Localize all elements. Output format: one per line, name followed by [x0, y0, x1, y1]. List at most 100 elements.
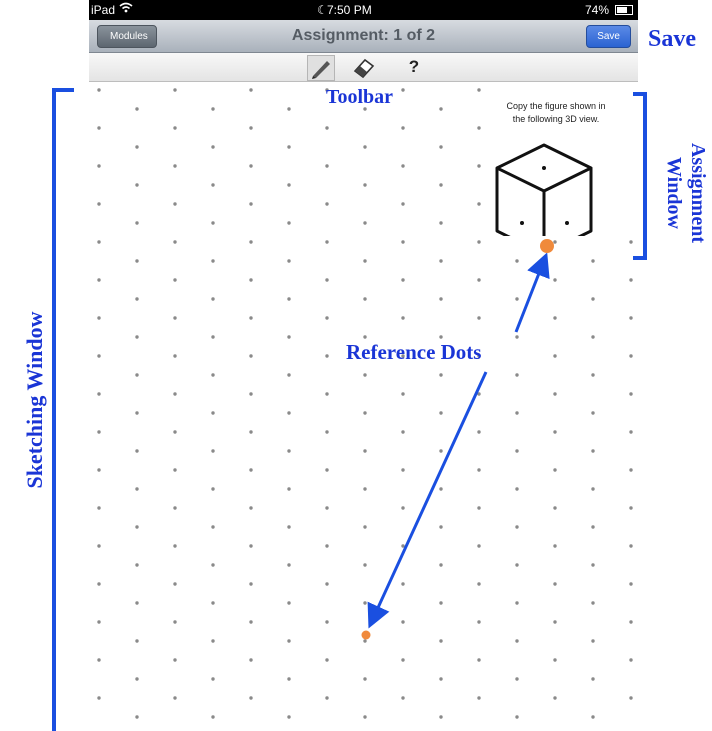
- reference-dot: [325, 354, 329, 358]
- reference-dot: [287, 297, 291, 301]
- reference-dot: [477, 696, 481, 700]
- reference-dot: [211, 449, 215, 453]
- assignment-prompt: Copy the figure shown in the following 3…: [485, 100, 627, 126]
- reference-dot: [211, 563, 215, 567]
- reference-dot: [439, 563, 443, 567]
- reference-dot: [591, 563, 595, 567]
- reference-dot: [97, 278, 101, 282]
- reference-dot: [173, 392, 177, 396]
- reference-dot: [515, 715, 519, 719]
- reference-dot: [211, 601, 215, 605]
- reference-dot: [97, 392, 101, 396]
- moon-icon: ☾: [317, 3, 328, 17]
- reference-dot: [287, 677, 291, 681]
- drawing-toolbar: ?: [89, 53, 638, 82]
- reference-dot: [325, 620, 329, 624]
- reference-dot: [173, 696, 177, 700]
- reference-dot: [591, 677, 595, 681]
- reference-dot: [135, 601, 139, 605]
- help-icon[interactable]: ?: [408, 57, 420, 76]
- reference-dot: [287, 145, 291, 149]
- reference-dot: [363, 601, 367, 605]
- reference-dot: [515, 525, 519, 529]
- reference-dot: [287, 449, 291, 453]
- save-button[interactable]: Save: [586, 25, 631, 48]
- reference-dot: [97, 620, 101, 624]
- reference-dot: [249, 696, 253, 700]
- reference-dot: [401, 620, 405, 624]
- cube-figure: [495, 143, 593, 256]
- reference-dot: [553, 316, 557, 320]
- assignment-window-bracket: [633, 92, 647, 260]
- reference-dot: [629, 468, 633, 472]
- sketching-window-bracket: [52, 88, 74, 731]
- reference-dot: [249, 620, 253, 624]
- reference-dot: [553, 430, 557, 434]
- reference-dot: [173, 316, 177, 320]
- reference-dot-grid[interactable]: [89, 82, 638, 727]
- reference-dot: [325, 392, 329, 396]
- reference-dot: [401, 582, 405, 586]
- reference-dot: [629, 240, 633, 244]
- reference-dot: [629, 278, 633, 282]
- reference-dot: [477, 620, 481, 624]
- reference-dot: [401, 164, 405, 168]
- reference-dot: [553, 240, 557, 244]
- reference-dot: [325, 126, 329, 130]
- reference-dot: [249, 278, 253, 282]
- reference-dot: [363, 297, 367, 301]
- reference-dots-annotation: Reference Dots: [346, 340, 482, 364]
- reference-dot: [477, 468, 481, 472]
- reference-dot: [401, 696, 405, 700]
- reference-dot: [515, 259, 519, 263]
- reference-dot: [325, 164, 329, 168]
- reference-dot: [287, 715, 291, 719]
- toolbar-annotation: Toolbar: [326, 86, 394, 108]
- reference-dot: [287, 259, 291, 263]
- reference-dot: [363, 715, 367, 719]
- prompt-line-1: Copy the figure shown in: [506, 101, 606, 111]
- reference-dot: [477, 316, 481, 320]
- reference-dot: [439, 601, 443, 605]
- reference-dot: [439, 525, 443, 529]
- reference-dot: [287, 373, 291, 377]
- reference-dot: [97, 164, 101, 168]
- reference-dot: [173, 620, 177, 624]
- nav-bar: Modules Assignment: 1 of 2 Save: [89, 20, 638, 53]
- reference-dot: [325, 278, 329, 282]
- reference-dot: [97, 354, 101, 358]
- reference-dot: [325, 430, 329, 434]
- battery-icon: [615, 5, 633, 15]
- reference-dot: [477, 430, 481, 434]
- reference-dot: [287, 563, 291, 567]
- reference-dot: [97, 544, 101, 548]
- eraser-icon[interactable]: [351, 55, 377, 79]
- reference-dot: [211, 221, 215, 225]
- reference-dot: [401, 88, 405, 92]
- clock-time: 7:50 PM: [327, 3, 372, 17]
- reference-dot: [401, 544, 405, 548]
- modules-back-button[interactable]: Modules: [97, 25, 157, 48]
- reference-dot: [591, 449, 595, 453]
- reference-dot: [629, 316, 633, 320]
- reference-dot: [401, 392, 405, 396]
- reference-dot: [591, 715, 595, 719]
- reference-dot: [477, 164, 481, 168]
- reference-dot: [211, 639, 215, 643]
- reference-dot: [363, 259, 367, 263]
- device-label: iPad: [91, 3, 116, 17]
- reference-dot: [135, 297, 139, 301]
- reference-dot: [477, 506, 481, 510]
- reference-dot: [211, 715, 215, 719]
- page-title: Assignment: 1 of 2: [291, 27, 436, 44]
- reference-dot: [363, 677, 367, 681]
- pencil-icon[interactable]: [307, 55, 335, 81]
- sketching-window[interactable]: Copy the figure shown in the following 3…: [89, 82, 638, 727]
- reference-dot: [401, 468, 405, 472]
- reference-dot: [135, 563, 139, 567]
- reference-dot: [439, 373, 443, 377]
- reference-dot: [249, 316, 253, 320]
- reference-dot: [249, 430, 253, 434]
- assignment-annotation-line-1: Assignment: [687, 142, 709, 243]
- reference-dot: [553, 620, 557, 624]
